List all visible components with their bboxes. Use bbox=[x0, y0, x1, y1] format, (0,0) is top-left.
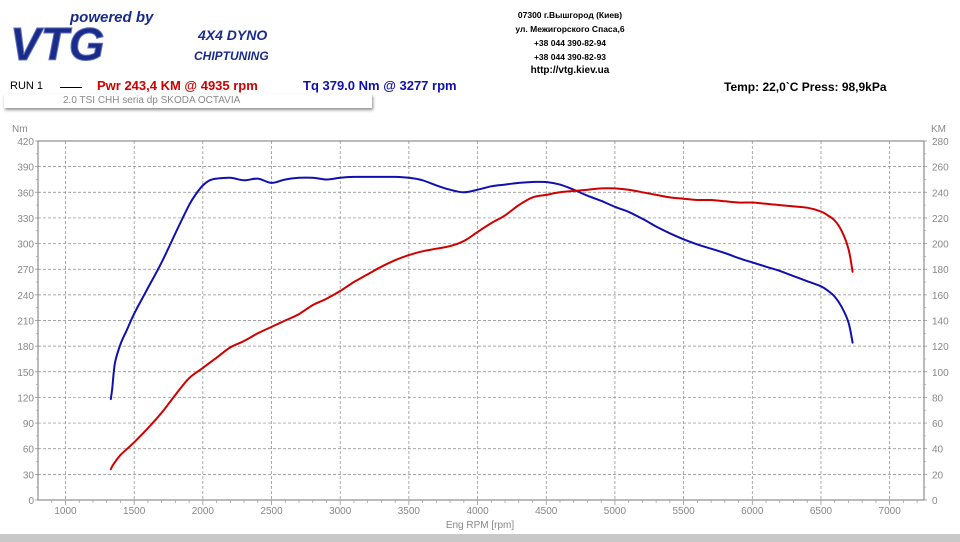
contact-phone-2: +38 044 390-82-93 bbox=[533, 52, 607, 62]
power-curve bbox=[109, 187, 854, 471]
y-left-tick-label: 390 bbox=[17, 163, 34, 174]
y-right-tick-label: 20 bbox=[932, 470, 944, 481]
car-label: 2.0 TSI CHH seria dp SKODA OCTAVIA bbox=[63, 95, 241, 106]
y-axis-left-label: Nm bbox=[12, 124, 28, 135]
y-left-tick-label: 90 bbox=[23, 419, 35, 430]
logo-vtg: VTG bbox=[10, 18, 105, 68]
y-right-tick-label: 160 bbox=[932, 291, 949, 302]
y-left-tick-label: 60 bbox=[23, 445, 35, 456]
contact-block: 07300 г.Вышгород (Киев) ул. Межигорского… bbox=[470, 8, 670, 78]
y-right-tick-label: 280 bbox=[932, 137, 949, 148]
y-right-tick-label: 100 bbox=[932, 368, 949, 379]
y-left-tick-label: 180 bbox=[17, 342, 34, 353]
chart-grid bbox=[38, 141, 924, 500]
x-tick-label: 5000 bbox=[604, 506, 627, 517]
environment-readout: Temp: 22,0`C Press: 98,9kPa bbox=[724, 80, 887, 94]
logo-tagline: powered by bbox=[69, 9, 154, 26]
x-tick-label: 1500 bbox=[123, 506, 146, 517]
y-right-tick-label: 240 bbox=[932, 188, 949, 199]
y-left-tick-label: 150 bbox=[17, 368, 34, 379]
car-label-mask-left bbox=[4, 94, 62, 108]
x-tick-label: 2000 bbox=[192, 506, 215, 517]
x-axis-label: Eng RPM [rpm] bbox=[446, 520, 515, 531]
contact-phone-1: +38 044 390-82-94 bbox=[533, 38, 607, 48]
y-left-tick-label: 120 bbox=[17, 393, 34, 404]
y-left-tick-label: 300 bbox=[17, 240, 34, 251]
x-tick-label: 4000 bbox=[466, 506, 489, 517]
contact-url: http://vtg.kiev.ua bbox=[530, 65, 610, 76]
logo-product: 4X4 DYNO bbox=[197, 27, 267, 43]
y-right-tick-label: 0 bbox=[932, 496, 938, 507]
vtg-logo: powered by VTG 4X4 DYNO CHIPTUNING bbox=[10, 9, 269, 68]
x-tick-label: 3000 bbox=[329, 506, 352, 517]
chart-curves bbox=[109, 175, 854, 471]
contact-street: ул. Межигорского Спаса,6 bbox=[515, 24, 625, 34]
torque-curve bbox=[109, 175, 854, 401]
y-right-tick-label: 60 bbox=[932, 419, 944, 430]
x-tick-label: 1000 bbox=[54, 506, 77, 517]
y-left-tick-label: 420 bbox=[17, 137, 34, 148]
car-label-mask-right bbox=[260, 94, 370, 108]
y-right-tick-label: 220 bbox=[932, 214, 949, 225]
y-right-tick-label: 260 bbox=[932, 163, 949, 174]
y-left-tick-label: 210 bbox=[17, 317, 34, 328]
dyno-chart: 1000 1500 2000 2500 3000 3500 4000 4500 5000 5500… bbox=[12, 124, 949, 531]
y-left-tick-label: 0 bbox=[28, 496, 34, 507]
chart-ticks: 1000 1500 2000 2500 3000 3500 4000 4500 5000 5500… bbox=[17, 137, 949, 517]
y-right-tick-label: 140 bbox=[932, 317, 949, 328]
x-tick-label: 6500 bbox=[810, 506, 833, 517]
y-left-tick-label: 360 bbox=[17, 188, 34, 199]
y-left-tick-label: 330 bbox=[17, 214, 34, 225]
x-tick-label: 7000 bbox=[879, 506, 902, 517]
run-label: RUN 1 bbox=[10, 80, 44, 92]
run-summary-row: RUN 1 Pwr 243,4 KM @ 4935 rpm Tq 379.0 N… bbox=[0, 78, 960, 96]
y-left-tick-label: 240 bbox=[17, 291, 34, 302]
y-left-tick-label: 270 bbox=[17, 265, 34, 276]
y-right-tick-label: 40 bbox=[932, 445, 944, 456]
y-right-tick-label: 200 bbox=[932, 240, 949, 251]
y-right-tick-label: 180 bbox=[932, 265, 949, 276]
torque-summary: Tq 379.0 Nm @ 3277 rpm bbox=[303, 78, 457, 93]
x-tick-label: 3500 bbox=[398, 506, 421, 517]
bottom-scroll-strip bbox=[0, 534, 960, 542]
x-tick-label: 6000 bbox=[741, 506, 764, 517]
logo-service: CHIPTUNING bbox=[194, 49, 269, 63]
run-line-sample bbox=[60, 87, 82, 88]
y-left-tick-label: 30 bbox=[23, 470, 35, 481]
power-summary: Pwr 243,4 KM @ 4935 rpm bbox=[97, 78, 258, 93]
x-tick-label: 4500 bbox=[535, 506, 558, 517]
y-right-tick-label: 80 bbox=[932, 393, 944, 404]
y-right-tick-label: 120 bbox=[932, 342, 949, 353]
contact-city: 07300 г.Вышгород (Киев) bbox=[517, 10, 623, 20]
x-tick-label: 2500 bbox=[260, 506, 283, 517]
y-axis-right-label: KM bbox=[931, 124, 946, 135]
x-tick-label: 5500 bbox=[672, 506, 695, 517]
